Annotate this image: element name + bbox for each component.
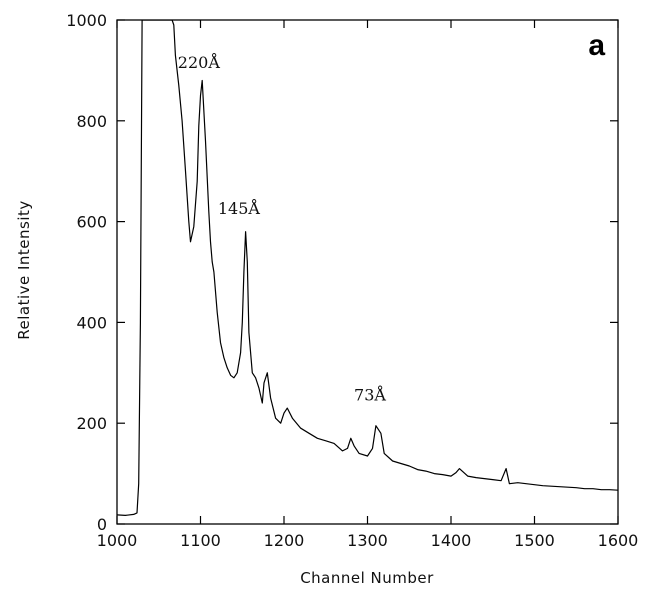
peak-annotation: 220Å: [178, 52, 221, 72]
y-axis-title: Relative Intensity: [15, 200, 33, 340]
plot-frame: [116, 19, 619, 525]
y-tick-label: 400: [76, 313, 107, 332]
panel-letter-label: a: [588, 29, 605, 62]
x-tick-label: 1200: [264, 531, 305, 550]
plot-layer: 1000 1100 1200 1300 1400 1500 1600 0 200 400 600 80…: [66, 11, 638, 550]
x-tick-label: 1600: [598, 531, 639, 550]
x-tick-label: 1500: [514, 531, 555, 550]
y-tick-label: 0: [97, 515, 107, 534]
y-tick-label: 800: [76, 112, 107, 131]
peak-annotation: 145Å: [218, 198, 261, 218]
x-tick-label: 1100: [180, 531, 221, 550]
y-tick-label: 600: [76, 213, 107, 232]
x-tick-label: 1300: [347, 531, 388, 550]
x-tick-label: 1400: [431, 531, 472, 550]
peak-annotation: 73Å: [354, 385, 386, 405]
x-tick-label: 1000: [97, 531, 138, 550]
series-line-0: [117, 20, 618, 517]
y-tick-label: 200: [76, 414, 107, 433]
x-axis-title: Channel Number: [300, 569, 434, 587]
y-tick-label: 1000: [66, 11, 107, 30]
